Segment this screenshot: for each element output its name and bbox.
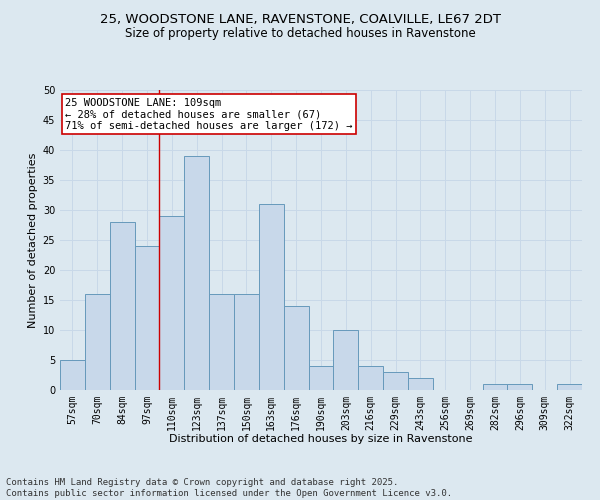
Bar	[234, 294, 259, 390]
Bar	[408, 378, 433, 390]
Text: 25, WOODSTONE LANE, RAVENSTONE, COALVILLE, LE67 2DT: 25, WOODSTONE LANE, RAVENSTONE, COALVILL…	[100, 12, 500, 26]
Bar	[383, 372, 408, 390]
Bar	[160, 216, 184, 390]
Bar	[85, 294, 110, 390]
Text: 25 WOODSTONE LANE: 109sqm
← 28% of detached houses are smaller (67)
71% of semi-: 25 WOODSTONE LANE: 109sqm ← 28% of detac…	[65, 98, 353, 130]
Bar	[60, 360, 85, 390]
Bar	[308, 366, 334, 390]
X-axis label: Distribution of detached houses by size in Ravenstone: Distribution of detached houses by size …	[169, 434, 473, 444]
Bar	[284, 306, 308, 390]
Bar	[184, 156, 209, 390]
Bar	[358, 366, 383, 390]
Bar	[334, 330, 358, 390]
Bar	[508, 384, 532, 390]
Bar	[209, 294, 234, 390]
Bar	[110, 222, 134, 390]
Bar	[482, 384, 508, 390]
Bar	[557, 384, 582, 390]
Text: Size of property relative to detached houses in Ravenstone: Size of property relative to detached ho…	[125, 28, 475, 40]
Y-axis label: Number of detached properties: Number of detached properties	[28, 152, 38, 328]
Bar	[259, 204, 284, 390]
Text: Contains HM Land Registry data © Crown copyright and database right 2025.
Contai: Contains HM Land Registry data © Crown c…	[6, 478, 452, 498]
Bar	[134, 246, 160, 390]
